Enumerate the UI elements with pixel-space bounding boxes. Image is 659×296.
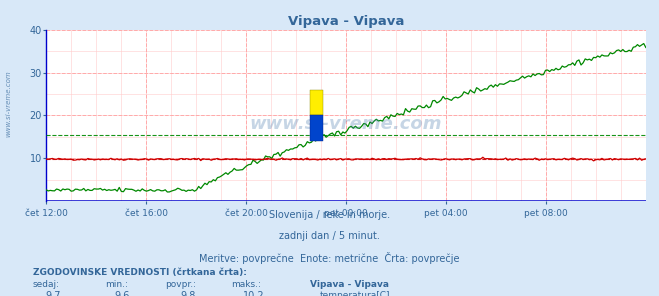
Text: temperatura[C]: temperatura[C]	[320, 291, 390, 296]
Text: Vipava - Vipava: Vipava - Vipava	[310, 280, 389, 289]
FancyBboxPatch shape	[310, 115, 323, 141]
Text: 10,2: 10,2	[243, 291, 264, 296]
Text: min.:: min.:	[105, 280, 129, 289]
Text: 9,7: 9,7	[45, 291, 61, 296]
Text: zadnji dan / 5 minut.: zadnji dan / 5 minut.	[279, 231, 380, 241]
Text: 9,6: 9,6	[114, 291, 130, 296]
Text: Slovenija / reke in morje.: Slovenija / reke in morje.	[269, 210, 390, 220]
Text: www.si-vreme.com: www.si-vreme.com	[250, 115, 442, 133]
Text: povpr.:: povpr.:	[165, 280, 196, 289]
Text: maks.:: maks.:	[231, 280, 260, 289]
Title: Vipava - Vipava: Vipava - Vipava	[288, 15, 404, 28]
FancyBboxPatch shape	[310, 90, 323, 115]
Text: 9,8: 9,8	[180, 291, 196, 296]
Text: Meritve: povprečne  Enote: metrične  Črta: povprečje: Meritve: povprečne Enote: metrične Črta:…	[199, 252, 460, 264]
Text: www.si-vreme.com: www.si-vreme.com	[5, 70, 11, 137]
Text: sedaj:: sedaj:	[33, 280, 60, 289]
Text: ZGODOVINSKE VREDNOSTI (črtkana črta):: ZGODOVINSKE VREDNOSTI (črtkana črta):	[33, 268, 247, 277]
